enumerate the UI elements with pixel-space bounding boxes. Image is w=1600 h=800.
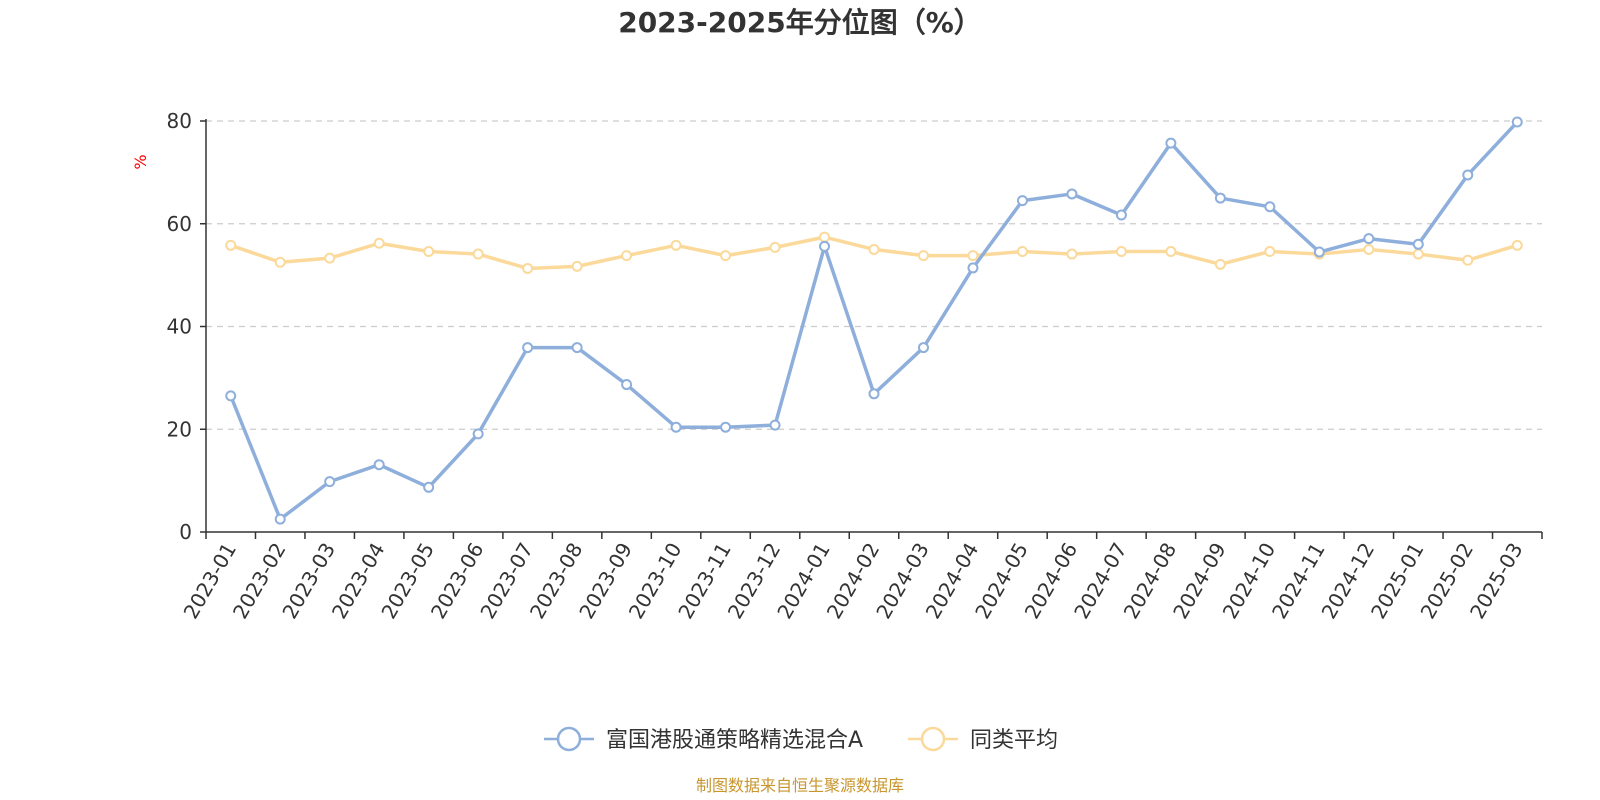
data-point	[225, 390, 237, 402]
data-point	[274, 513, 286, 525]
data-point	[324, 476, 336, 488]
data-point	[373, 237, 385, 249]
data-point	[967, 250, 979, 262]
data-point	[1264, 245, 1276, 257]
data-point	[1115, 245, 1127, 257]
data-point	[423, 481, 435, 493]
data-point	[1511, 116, 1523, 128]
data-point	[1462, 169, 1474, 181]
legend-label: 富国港股通策略精选混合A	[606, 728, 863, 753]
legend-marker	[556, 726, 582, 752]
data-point	[819, 231, 831, 243]
series-1	[225, 231, 1523, 274]
data-point	[769, 419, 781, 431]
y-tick-label: 0	[179, 520, 192, 544]
data-point	[522, 342, 534, 354]
data-point	[1165, 137, 1177, 149]
data-point	[868, 388, 880, 400]
y-tick-label: 40	[167, 315, 192, 339]
data-point	[621, 379, 633, 391]
data-point	[522, 262, 534, 274]
data-point	[1016, 195, 1028, 207]
legend-label: 同类平均	[970, 728, 1058, 753]
y-tick-label: 60	[167, 212, 192, 236]
data-point	[324, 252, 336, 264]
data-point	[720, 421, 732, 433]
legend-marker	[920, 726, 946, 752]
data-point	[769, 241, 781, 253]
series-0	[225, 116, 1523, 525]
data-point	[868, 243, 880, 255]
data-point	[1214, 258, 1226, 270]
data-point	[917, 250, 929, 262]
data-point	[1363, 243, 1375, 255]
data-point	[1363, 233, 1375, 245]
series-layer	[225, 116, 1523, 525]
data-point	[373, 459, 385, 471]
data-point	[423, 245, 435, 257]
data-point	[1264, 201, 1276, 213]
data-point	[472, 428, 484, 440]
data-point	[621, 250, 633, 262]
data-source-note: 制图数据来自恒生聚源数据库	[696, 776, 904, 795]
data-point	[1016, 245, 1028, 257]
data-point	[1511, 239, 1523, 251]
y-tick-label: 20	[167, 417, 192, 441]
data-point	[571, 342, 583, 354]
data-point	[274, 256, 286, 268]
data-point	[1412, 248, 1424, 260]
axes: 0204060802023-012023-022023-032023-04202…	[167, 109, 1543, 623]
data-point	[1115, 209, 1127, 221]
data-point	[720, 250, 732, 262]
data-point	[1066, 188, 1078, 200]
data-point	[571, 260, 583, 272]
data-point	[670, 421, 682, 433]
data-point	[1462, 254, 1474, 266]
data-point	[1165, 245, 1177, 257]
data-point	[819, 240, 831, 252]
legend-item-0: 富国港股通策略精选混合A	[544, 726, 863, 753]
data-point	[472, 248, 484, 260]
y-tick-label: 80	[167, 109, 192, 133]
legend[interactable]: 富国港股通策略精选混合A 同类平均	[544, 726, 1058, 753]
chart-title: 2023-2025年分位图（%）	[618, 6, 982, 39]
y-axis-label: %	[131, 154, 150, 169]
data-point	[917, 342, 929, 354]
data-point	[1313, 246, 1325, 258]
series-line	[229, 120, 1519, 521]
data-point	[1412, 238, 1424, 250]
data-point	[1214, 192, 1226, 204]
grid-lines	[206, 120, 1542, 430]
data-point	[225, 239, 237, 251]
data-point	[1066, 248, 1078, 260]
legend-item-1: 同类平均	[908, 726, 1058, 753]
data-point	[670, 239, 682, 251]
data-point	[967, 262, 979, 274]
